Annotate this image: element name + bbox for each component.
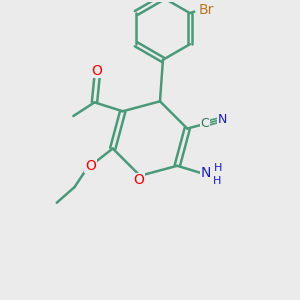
Text: C: C [201, 117, 209, 130]
Text: N: N [201, 166, 211, 180]
Text: O: O [92, 64, 102, 78]
Text: O: O [133, 173, 144, 187]
Text: Br: Br [199, 3, 214, 17]
Text: H: H [214, 163, 222, 173]
Text: N: N [218, 113, 227, 126]
Text: O: O [85, 159, 96, 173]
Text: H: H [213, 176, 221, 186]
